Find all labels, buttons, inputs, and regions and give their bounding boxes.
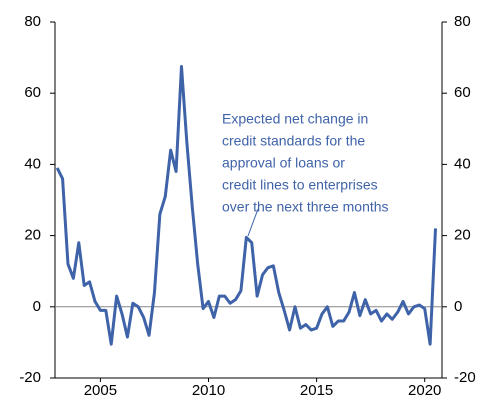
annotation-text: credit lines to enterprises [222, 177, 378, 193]
annotation-leader [247, 208, 259, 237]
y-tick-label: 80 [24, 13, 41, 30]
y2-tick-label: 80 [454, 13, 471, 30]
x-tick-label: 2005 [84, 382, 117, 396]
x-tick-label: 2010 [192, 382, 225, 396]
line-series [55, 65, 438, 346]
annotation-text: Expected net change in [222, 111, 368, 127]
y2-tick-label: 20 [454, 227, 471, 244]
y-tick-label: 60 [24, 84, 41, 101]
y-tick-label: 40 [24, 155, 41, 172]
y2-tick-label: -20 [454, 369, 476, 386]
y-tick-label: 0 [33, 298, 41, 315]
annotation-text: credit standards for the [222, 133, 365, 149]
y-tick-label: -20 [19, 369, 41, 386]
annotation-text: approval of loans or [222, 155, 345, 171]
x-tick-label: 2020 [408, 382, 441, 396]
x-tick-label: 2015 [300, 382, 333, 396]
y2-tick-label: 40 [454, 155, 471, 172]
y-tick-label: 20 [24, 227, 41, 244]
annotation-text: over the next three months [222, 199, 389, 215]
y2-tick-label: 0 [454, 298, 462, 315]
y2-tick-label: 60 [454, 84, 471, 101]
